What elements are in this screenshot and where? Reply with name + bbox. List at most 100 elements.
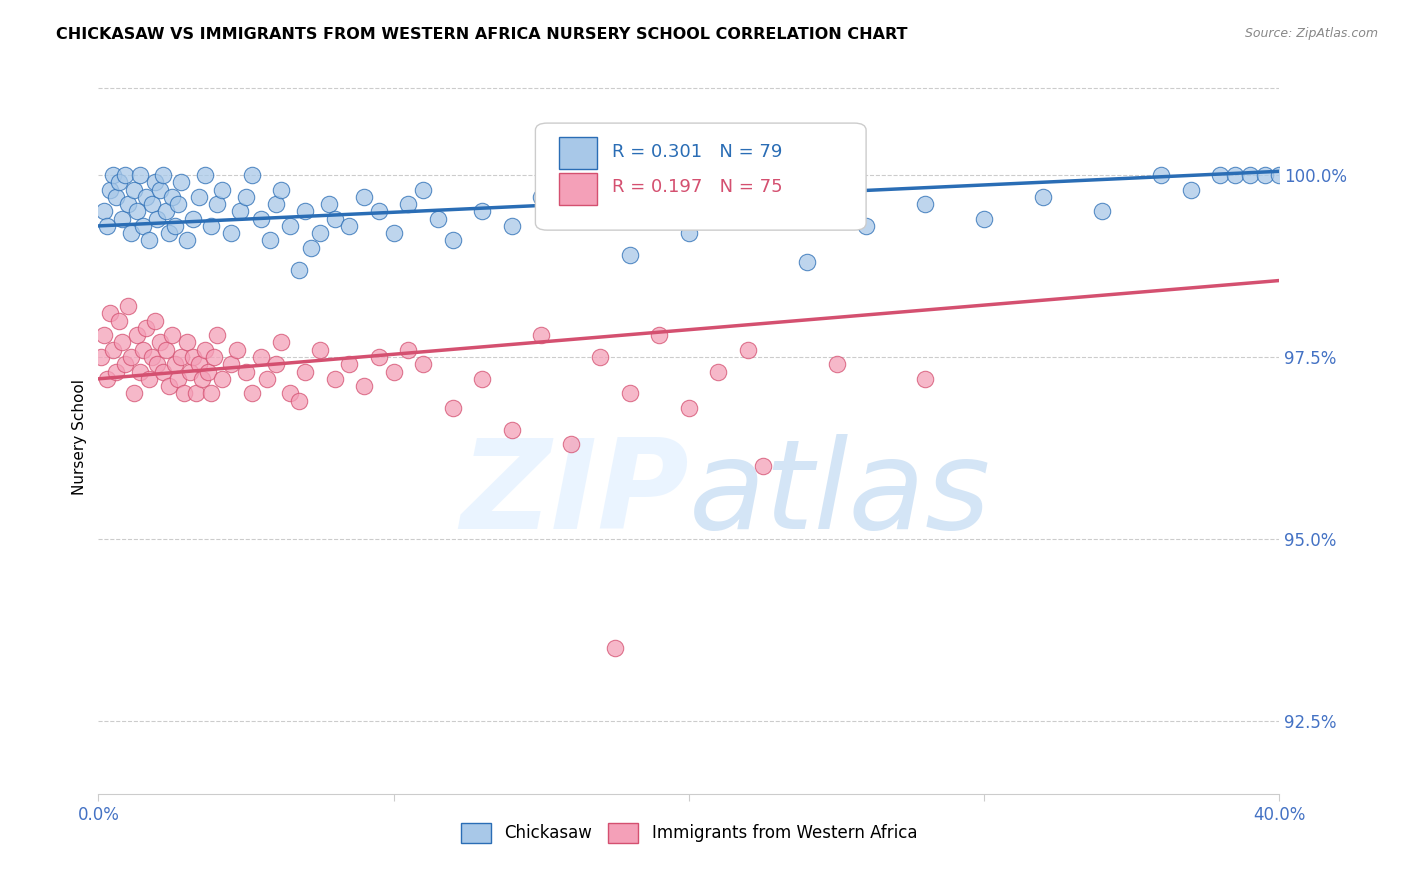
Point	[368, 350, 391, 364]
Point	[205, 328, 228, 343]
Point	[108, 175, 131, 189]
Point	[128, 168, 150, 182]
Point	[427, 211, 450, 226]
Point	[114, 357, 136, 371]
Point	[530, 190, 553, 204]
Point	[184, 386, 207, 401]
Point	[589, 350, 612, 364]
Point	[90, 350, 112, 364]
Point	[1225, 168, 1247, 182]
Point	[309, 226, 332, 240]
Point	[143, 313, 166, 327]
Point	[141, 197, 163, 211]
Point	[441, 401, 464, 415]
Point	[339, 357, 361, 371]
Point	[619, 386, 641, 401]
Point	[605, 641, 627, 656]
Point	[221, 357, 243, 371]
Point	[471, 204, 494, 219]
Point	[98, 182, 121, 196]
Point	[368, 204, 391, 219]
Point	[132, 343, 155, 357]
Point	[122, 386, 145, 401]
Point	[114, 168, 136, 182]
Point	[125, 328, 148, 343]
Point	[96, 372, 118, 386]
Point	[200, 386, 222, 401]
Point	[170, 175, 193, 189]
Point	[105, 190, 128, 204]
Point	[737, 204, 759, 219]
Point	[471, 372, 494, 386]
Point	[353, 379, 375, 393]
Point	[1239, 168, 1261, 182]
Point	[560, 437, 582, 451]
Point	[412, 357, 434, 371]
Point	[1254, 168, 1277, 182]
Point	[648, 197, 671, 211]
Point	[1180, 182, 1202, 196]
Point	[1209, 168, 1232, 182]
Point	[382, 365, 405, 379]
Point	[194, 343, 217, 357]
Y-axis label: Nursery School: Nursery School	[72, 379, 87, 495]
Point	[264, 357, 287, 371]
Point	[165, 219, 187, 233]
Point	[530, 328, 553, 343]
Point	[1032, 190, 1054, 204]
Text: R = 0.197   N = 75: R = 0.197 N = 75	[612, 178, 783, 196]
Point	[294, 204, 316, 219]
Point	[135, 190, 157, 204]
Point	[155, 343, 177, 357]
Point	[181, 211, 204, 226]
Point	[149, 335, 172, 350]
Point	[111, 211, 134, 226]
Legend: Chickasaw, Immigrants from Western Africa: Chickasaw, Immigrants from Western Afric…	[454, 816, 924, 850]
Point	[170, 350, 193, 364]
Point	[165, 357, 187, 371]
Point	[288, 262, 311, 277]
Point	[678, 226, 700, 240]
Point	[294, 365, 316, 379]
Point	[122, 182, 145, 196]
Point	[179, 365, 201, 379]
Point	[162, 190, 183, 204]
Point	[117, 197, 139, 211]
Point	[280, 219, 302, 233]
Point	[132, 219, 155, 233]
Point	[128, 365, 150, 379]
Point	[157, 226, 180, 240]
Point	[167, 197, 190, 211]
Point	[796, 255, 818, 269]
Point	[353, 190, 375, 204]
Point	[120, 350, 142, 364]
Point	[205, 197, 228, 211]
Point	[135, 321, 157, 335]
Point	[589, 182, 612, 196]
Text: R = 0.301   N = 79: R = 0.301 N = 79	[612, 143, 783, 161]
Point	[191, 372, 214, 386]
Point	[501, 219, 523, 233]
Bar	[560, 137, 596, 169]
Point	[93, 328, 115, 343]
Point	[187, 190, 209, 204]
Point	[235, 365, 257, 379]
Point	[973, 211, 995, 226]
Point	[176, 335, 198, 350]
Point	[288, 393, 311, 408]
Point	[323, 372, 346, 386]
FancyBboxPatch shape	[536, 123, 866, 230]
Point	[93, 204, 115, 219]
Point	[125, 204, 148, 219]
Point	[240, 386, 263, 401]
Text: ZIP: ZIP	[460, 434, 689, 555]
Point	[138, 372, 160, 386]
Point	[707, 365, 730, 379]
Text: CHICKASAW VS IMMIGRANTS FROM WESTERN AFRICA NURSERY SCHOOL CORRELATION CHART: CHICKASAW VS IMMIGRANTS FROM WESTERN AFR…	[56, 27, 908, 42]
Point	[441, 234, 464, 248]
Point	[235, 190, 257, 204]
Point	[250, 211, 273, 226]
Point	[197, 365, 219, 379]
Point	[259, 234, 281, 248]
Point	[226, 343, 249, 357]
